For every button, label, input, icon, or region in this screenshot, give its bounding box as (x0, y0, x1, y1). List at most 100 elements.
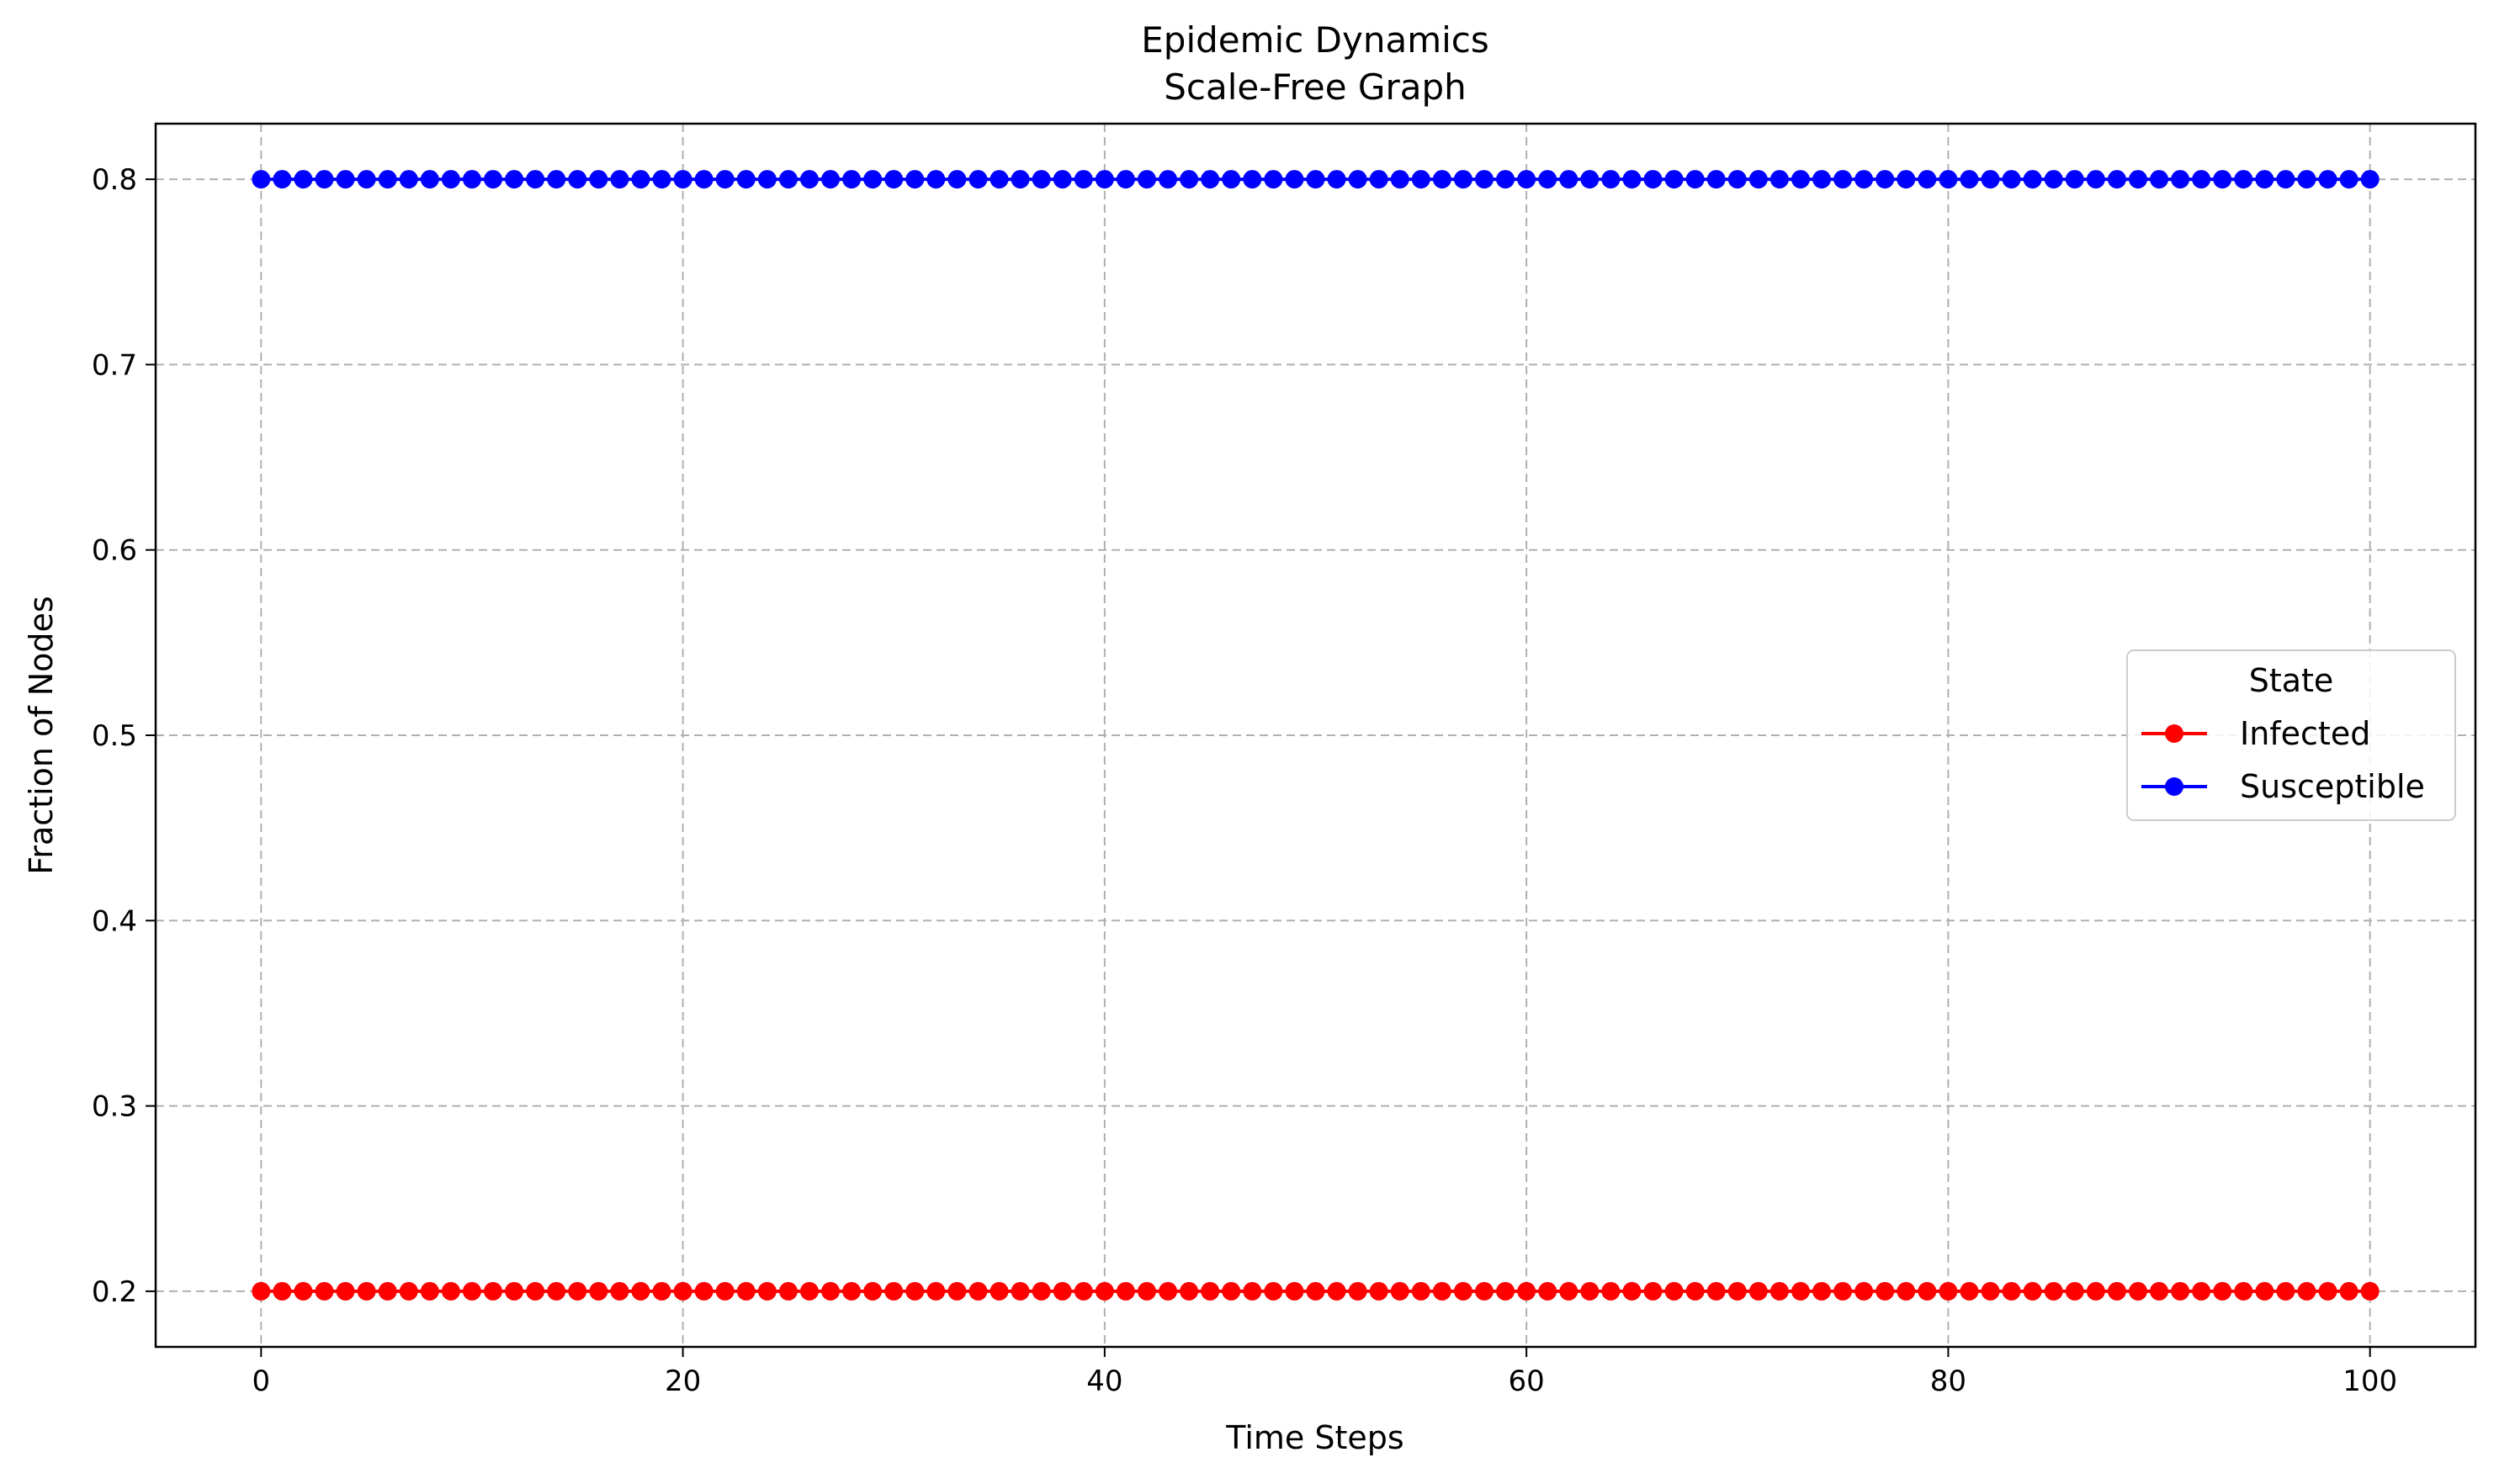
x-tick-label: 80 (1930, 1365, 1966, 1398)
infected-data-point (947, 1281, 967, 1301)
infected-data-point (799, 1281, 819, 1301)
infected-data-point (905, 1281, 925, 1301)
infected-data-point (673, 1281, 692, 1301)
infected-data-point (1981, 1281, 2000, 1301)
infected-data-point (1664, 1281, 1684, 1301)
susceptible-data-point (1201, 170, 1220, 189)
susceptible-data-point (273, 170, 292, 189)
infected-data-point (1348, 1281, 1367, 1301)
susceptible-data-point (1517, 170, 1536, 189)
infected-data-point (1285, 1281, 1304, 1301)
susceptible-data-point (2023, 170, 2042, 189)
susceptible-data-point (526, 170, 545, 189)
infected-data-point (568, 1281, 587, 1301)
susceptible-data-point (547, 170, 566, 189)
chart-subtitle: Scale-Free Graph (1164, 66, 1466, 108)
susceptible-data-point (1643, 170, 1663, 189)
infected-data-point (1011, 1281, 1030, 1301)
susceptible-data-point (2276, 170, 2295, 189)
infected-data-point (294, 1281, 313, 1301)
susceptible-data-point (1095, 170, 1114, 189)
infected-data-point (1432, 1281, 1451, 1301)
susceptible-data-point (1453, 170, 1472, 189)
infected-data-point (2107, 1281, 2126, 1301)
infected-data-point (399, 1281, 418, 1301)
infected-data-point (336, 1281, 355, 1301)
susceptible-data-point (2213, 170, 2232, 189)
susceptible-data-point (399, 170, 418, 189)
susceptible-data-point (1833, 170, 1853, 189)
y-tick-label: 0.6 (92, 534, 137, 568)
infected-data-point (1095, 1281, 1114, 1301)
susceptible-data-point (357, 170, 376, 189)
infected-data-point (1559, 1281, 1578, 1301)
susceptible-data-point (1159, 170, 1178, 189)
infected-data-point (1706, 1281, 1726, 1301)
infected-data-point (1580, 1281, 1600, 1301)
susceptible-data-point (2128, 170, 2147, 189)
infected-data-point (2002, 1281, 2021, 1301)
susceptible-data-point (2107, 170, 2126, 189)
susceptible-data-point (1664, 170, 1684, 189)
infected-data-point (1369, 1281, 1388, 1301)
infected-data-point (1791, 1281, 1810, 1301)
infected-data-point (2276, 1281, 2295, 1301)
infected-data-point (757, 1281, 777, 1301)
infected-data-point (2213, 1281, 2232, 1301)
susceptible-data-point (799, 170, 819, 189)
y-tick-label: 0.4 (92, 904, 137, 938)
infected-data-point (821, 1281, 841, 1301)
infected-data-point (1769, 1281, 1789, 1301)
infected-data-point (357, 1281, 376, 1301)
susceptible-data-point (1791, 170, 1810, 189)
susceptible-data-point (336, 170, 355, 189)
susceptible-data-point (2360, 170, 2380, 189)
infected-data-point (1833, 1281, 1853, 1301)
infected-data-point (778, 1281, 798, 1301)
susceptible-data-point (631, 170, 650, 189)
infected-data-point (1453, 1281, 1472, 1301)
infected-data-point (1876, 1281, 1895, 1301)
susceptible-data-point (2297, 170, 2316, 189)
infected-data-point (1137, 1281, 1156, 1301)
infected-data-point (1939, 1281, 1958, 1301)
susceptible-data-point (1748, 170, 1768, 189)
chart-title: Epidemic Dynamics (1141, 19, 1489, 61)
y-tick-label: 0.8 (92, 163, 137, 197)
legend-title: State (2249, 662, 2334, 699)
susceptible-data-point (484, 170, 503, 189)
infected-data-point (1053, 1281, 1072, 1301)
legend-infected-label: Infected (2240, 715, 2370, 752)
infected-data-point (1411, 1281, 1430, 1301)
x-tick-label: 40 (1086, 1365, 1122, 1398)
susceptible-data-point (1116, 170, 1135, 189)
susceptible-data-point (2150, 170, 2169, 189)
susceptible-data-point (1475, 170, 1494, 189)
susceptible-data-point (441, 170, 460, 189)
infected-data-point (589, 1281, 608, 1301)
infected-data-point (1243, 1281, 1262, 1301)
x-tick-label: 60 (1509, 1365, 1545, 1398)
infected-data-point (315, 1281, 334, 1301)
susceptible-data-point (1601, 170, 1621, 189)
susceptible-data-point (1854, 170, 1874, 189)
infected-data-point (1496, 1281, 1515, 1301)
infected-data-point (1854, 1281, 1874, 1301)
susceptible-data-point (1180, 170, 1199, 189)
susceptible-data-point (905, 170, 925, 189)
infected-data-point (1116, 1281, 1135, 1301)
susceptible-data-point (1348, 170, 1367, 189)
susceptible-data-point (1538, 170, 1557, 189)
infected-data-point (842, 1281, 862, 1301)
x-axis-label: Time Steps (1225, 1419, 1403, 1456)
susceptible-data-point (1243, 170, 1262, 189)
susceptible-data-point (1369, 170, 1388, 189)
susceptible-data-point (1727, 170, 1747, 189)
susceptible-data-point (2171, 170, 2190, 189)
y-tick-label: 0.2 (92, 1275, 137, 1309)
susceptible-data-point (884, 170, 904, 189)
susceptible-data-point (315, 170, 334, 189)
x-tick-label: 0 (252, 1365, 270, 1398)
susceptible-data-point (1876, 170, 1895, 189)
